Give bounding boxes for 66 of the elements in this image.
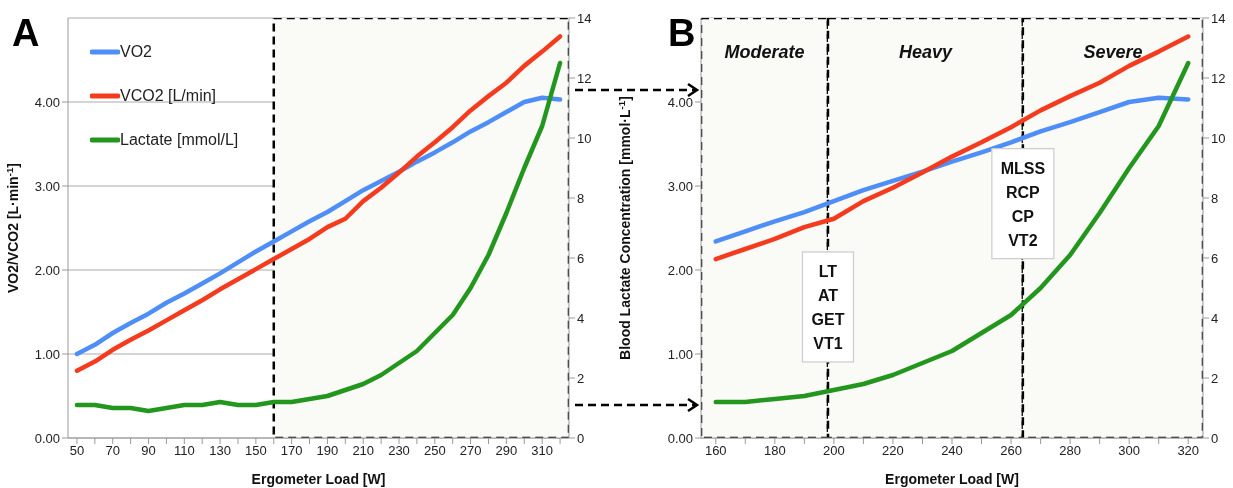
y2-tick-label: 2 xyxy=(577,370,585,386)
x-tick-label: 250 xyxy=(423,443,446,459)
annotation: MLSS RCP CP VT2 xyxy=(1000,159,1046,249)
x-tick-label: 90 xyxy=(141,443,156,459)
y-tick-label: 2.00 xyxy=(667,262,693,278)
x-axis-title: Ergometer Load [W] xyxy=(885,471,1019,487)
y-tick-label: 0.00 xyxy=(667,430,693,446)
x-tick-label: 240 xyxy=(941,443,963,459)
y-tick-label: 3.00 xyxy=(667,178,693,194)
x-tick-label: 300 xyxy=(1118,443,1141,459)
y2-tick-label: 2 xyxy=(1211,370,1219,386)
y2-tick-label: 8 xyxy=(1211,190,1219,206)
band-label: Severe xyxy=(1083,42,1143,62)
chart-title: A xyxy=(12,12,40,54)
y-tick-label: 1.00 xyxy=(34,346,60,362)
y-tick-label: 0.00 xyxy=(34,430,60,446)
x-tick-label: 220 xyxy=(882,443,904,459)
line-series xyxy=(713,34,1191,262)
x-axis-title: Ergometer Load [W] xyxy=(251,471,386,487)
x-tick-label: 210 xyxy=(352,443,375,459)
y2-tick-label: 8 xyxy=(577,190,585,206)
y2-tick-label: 0 xyxy=(577,430,585,446)
x-tick-label: 160 xyxy=(704,443,727,459)
x-tick-label: 320 xyxy=(1177,443,1200,459)
legend-label: VCO2 [L/min] xyxy=(120,87,217,105)
x-tick-label: 270 xyxy=(459,443,482,459)
x-tick-label: 50 xyxy=(69,443,85,459)
x-tick-label: 230 xyxy=(388,443,410,459)
line-series xyxy=(713,60,1191,405)
y-tick-label: 4.00 xyxy=(34,94,60,110)
y-tick-label: 3.00 xyxy=(34,178,60,194)
annotation: LT AT GET VT1 xyxy=(811,262,845,352)
band-label: Heavy xyxy=(898,42,953,62)
y2-tick-label: 10 xyxy=(577,130,592,146)
x-tick-label: 290 xyxy=(495,443,518,459)
x-tick-label: 150 xyxy=(245,443,267,459)
y-tick-label: 1.00 xyxy=(667,346,693,362)
x-tick-label: 200 xyxy=(823,443,845,459)
x-tick-label: 110 xyxy=(173,443,195,459)
y2-tick-label: 6 xyxy=(577,250,585,266)
x-tick-label: 130 xyxy=(209,443,231,459)
line-series xyxy=(74,34,563,374)
line-series xyxy=(74,60,563,414)
line-series xyxy=(713,95,1191,244)
y2-tick-label: 12 xyxy=(1211,70,1226,86)
legend-label: VO2 xyxy=(120,43,153,61)
y2-tick-label: 4 xyxy=(1211,310,1219,326)
y-tick-label: 2.00 xyxy=(34,262,60,278)
x-tick-label: 180 xyxy=(763,443,786,459)
y2-tick-label: 10 xyxy=(1211,130,1226,146)
y-tick-label: 4.00 xyxy=(667,94,693,110)
y2-tick-label: 4 xyxy=(577,310,585,326)
legend-label: Lactate [mmol/L] xyxy=(120,131,239,149)
y2-tick-label: 6 xyxy=(1211,250,1219,266)
x-tick-label: 260 xyxy=(1000,443,1022,459)
y2-tick-label: 14 xyxy=(577,10,592,26)
chart-title: B xyxy=(668,12,696,54)
x-tick-label: 280 xyxy=(1059,443,1081,459)
y2-tick-label: 0 xyxy=(1211,430,1219,446)
x-tick-label: 170 xyxy=(280,443,303,459)
band-label: Moderate xyxy=(724,42,805,62)
x-tick-label: 310 xyxy=(531,443,554,459)
y2-tick-label: 12 xyxy=(577,70,592,86)
y2-tick-label: 14 xyxy=(1211,10,1226,26)
x-tick-label: 190 xyxy=(316,443,339,459)
x-tick-label: 70 xyxy=(105,443,120,459)
